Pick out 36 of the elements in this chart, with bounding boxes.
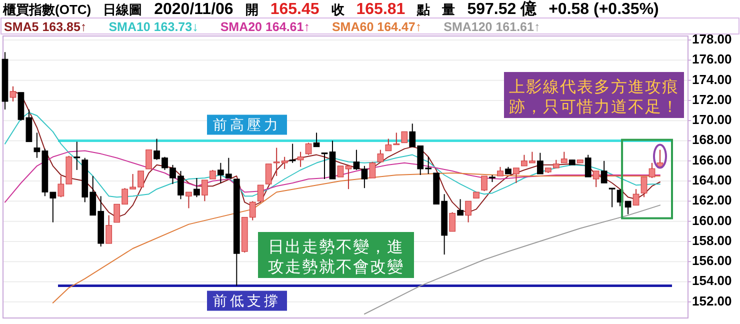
ref-line-label: 前低支撐 bbox=[213, 292, 281, 308]
callout: 日出走勢不變，進攻走勢就不會改變 bbox=[258, 232, 414, 278]
y-tick-label: 156.00 bbox=[692, 253, 732, 268]
y-tick-label: 154.00 bbox=[692, 273, 732, 288]
text: SMA20 164.61↑ bbox=[220, 20, 310, 34]
y-tick-label: 168.00 bbox=[692, 132, 732, 148]
y-tick-label: 174.00 bbox=[692, 72, 732, 87]
text: 165.45 bbox=[270, 1, 320, 18]
y-tick-label: 176.00 bbox=[692, 52, 732, 67]
y-tick-label: 162.00 bbox=[692, 192, 732, 208]
text: SMA5 163.85↑ bbox=[4, 20, 87, 34]
annotation: 日出走勢不變，進攻走勢就不會改變 bbox=[268, 238, 404, 276]
y-tick-label: 164.00 bbox=[692, 172, 732, 188]
text: +0.58 (+0.35%) bbox=[548, 1, 659, 18]
text: SMA10 163.73↓ bbox=[108, 20, 198, 34]
text: 2020/11/06 bbox=[154, 1, 234, 18]
text: 165.81 bbox=[356, 1, 406, 18]
y-tick-label: 170.00 bbox=[692, 112, 732, 128]
y-tick-label: 160.00 bbox=[692, 212, 732, 228]
text: 597.52 億 bbox=[467, 0, 538, 18]
text: 點 bbox=[416, 2, 430, 17]
y-tick-label: 172.00 bbox=[692, 92, 732, 107]
y-tick-label: 158.00 bbox=[692, 232, 732, 248]
chart-subtitle: 日線圖 bbox=[103, 2, 142, 17]
callout: 上影線代表多方進攻痕跡，只可惜力道不足！ bbox=[504, 72, 684, 118]
text: 量 bbox=[441, 2, 456, 17]
text: SMA60 164.47↑ bbox=[332, 20, 422, 34]
text: SMA120 161.61↑ bbox=[444, 20, 540, 34]
y-tick-label: 166.00 bbox=[692, 152, 732, 168]
text: 開 bbox=[245, 2, 258, 17]
text: 收 bbox=[331, 2, 346, 17]
chart-title: 櫃買指數(OTC) bbox=[2, 2, 92, 17]
annotation: 上影線代表多方進攻痕跡，只可惜力道不足！ bbox=[509, 78, 679, 116]
ref-line-label: 前高壓力 bbox=[213, 116, 281, 132]
y-tick-label: 178.00 bbox=[692, 31, 732, 46]
y-tick-label: 152.00 bbox=[692, 293, 732, 308]
